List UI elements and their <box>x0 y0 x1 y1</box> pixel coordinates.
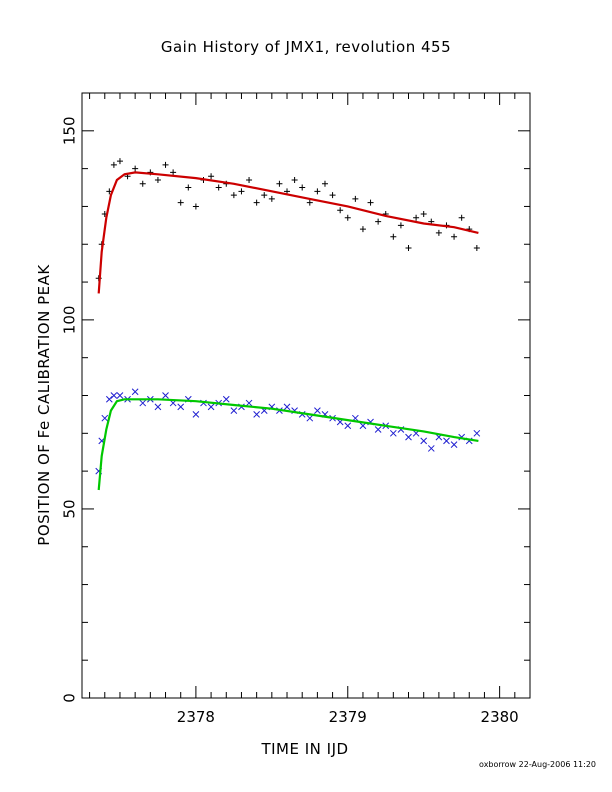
data-point <box>110 392 118 399</box>
data-point <box>101 414 109 422</box>
data-point <box>139 399 147 407</box>
data-point <box>458 214 465 221</box>
data-point <box>405 245 412 252</box>
data-point <box>374 426 382 433</box>
data-point <box>405 433 412 441</box>
data-point <box>344 214 351 221</box>
data-point <box>291 176 298 183</box>
data-point <box>238 188 245 195</box>
data-point <box>162 392 169 399</box>
data-point <box>192 411 200 418</box>
data-point <box>253 199 260 206</box>
data-point <box>367 199 374 206</box>
data-point <box>329 192 336 199</box>
fit-curve-3 <box>97 398 479 491</box>
data-point <box>299 184 306 191</box>
data-point <box>154 176 161 183</box>
data-point <box>253 411 260 418</box>
data-point <box>389 429 397 437</box>
data-series <box>95 158 481 491</box>
fit-curve-2 <box>97 171 479 294</box>
data-point <box>110 161 117 168</box>
data-point <box>105 395 113 403</box>
y-axis-label: POSITION OF Fe CALIBRATION PEAK <box>35 264 53 546</box>
data-point <box>245 399 253 407</box>
data-point <box>420 437 428 445</box>
data-point <box>344 422 352 430</box>
tick-labels: 0 50 100 150 2378 2379 2380 <box>61 116 519 726</box>
data-point <box>359 226 366 233</box>
data-point <box>321 180 328 187</box>
data-point <box>230 192 237 199</box>
x-tick-label: 2379 <box>329 708 367 726</box>
data-point <box>192 203 199 210</box>
data-point <box>177 403 185 411</box>
data-point <box>246 176 253 183</box>
data-point <box>261 192 268 199</box>
axis-ticks <box>82 92 531 699</box>
data-point <box>473 429 481 437</box>
x-tick-label: 2378 <box>177 708 215 726</box>
data-point <box>139 180 146 187</box>
x-axis-label: TIME IN IJD <box>261 740 349 758</box>
data-point <box>268 195 275 202</box>
data-point <box>451 233 458 240</box>
data-point <box>208 173 215 180</box>
data-point <box>427 445 435 452</box>
x-tick-label: 2380 <box>481 708 519 726</box>
data-point <box>390 233 397 240</box>
data-point <box>443 437 450 445</box>
footer-stamp: oxborrow 22-Aug-2006 11:20 <box>479 760 596 769</box>
data-point <box>473 245 480 252</box>
data-point <box>450 441 458 449</box>
data-point <box>162 161 169 168</box>
data-point <box>215 184 222 191</box>
data-point <box>337 207 344 214</box>
y-tick-label: 50 <box>61 499 79 518</box>
y-tick-label: 100 <box>61 306 79 335</box>
data-point <box>154 403 162 411</box>
data-point <box>132 165 139 172</box>
data-point <box>170 169 177 176</box>
data-point <box>397 222 404 229</box>
data-point <box>222 395 230 403</box>
data-point <box>283 403 291 411</box>
data-point <box>230 407 238 414</box>
data-point <box>276 180 283 187</box>
data-point <box>352 195 359 202</box>
data-point <box>116 158 123 165</box>
y-tick-label: 0 <box>61 693 79 703</box>
data-point <box>116 392 124 399</box>
data-point <box>306 414 314 422</box>
data-point <box>185 184 192 191</box>
plot-border <box>81 92 531 699</box>
data-point <box>420 211 427 217</box>
data-point <box>306 199 313 206</box>
data-point <box>207 403 215 411</box>
chart-title: Gain History of JMX1, revolution 455 <box>160 38 452 56</box>
data-point <box>131 388 139 396</box>
data-point <box>375 218 382 225</box>
data-point <box>413 214 420 221</box>
plot-frame <box>81 92 531 699</box>
data-point <box>177 199 184 206</box>
data-point <box>314 188 321 195</box>
data-point <box>314 407 321 414</box>
y-tick-label: 150 <box>61 116 79 145</box>
data-point <box>435 229 442 236</box>
